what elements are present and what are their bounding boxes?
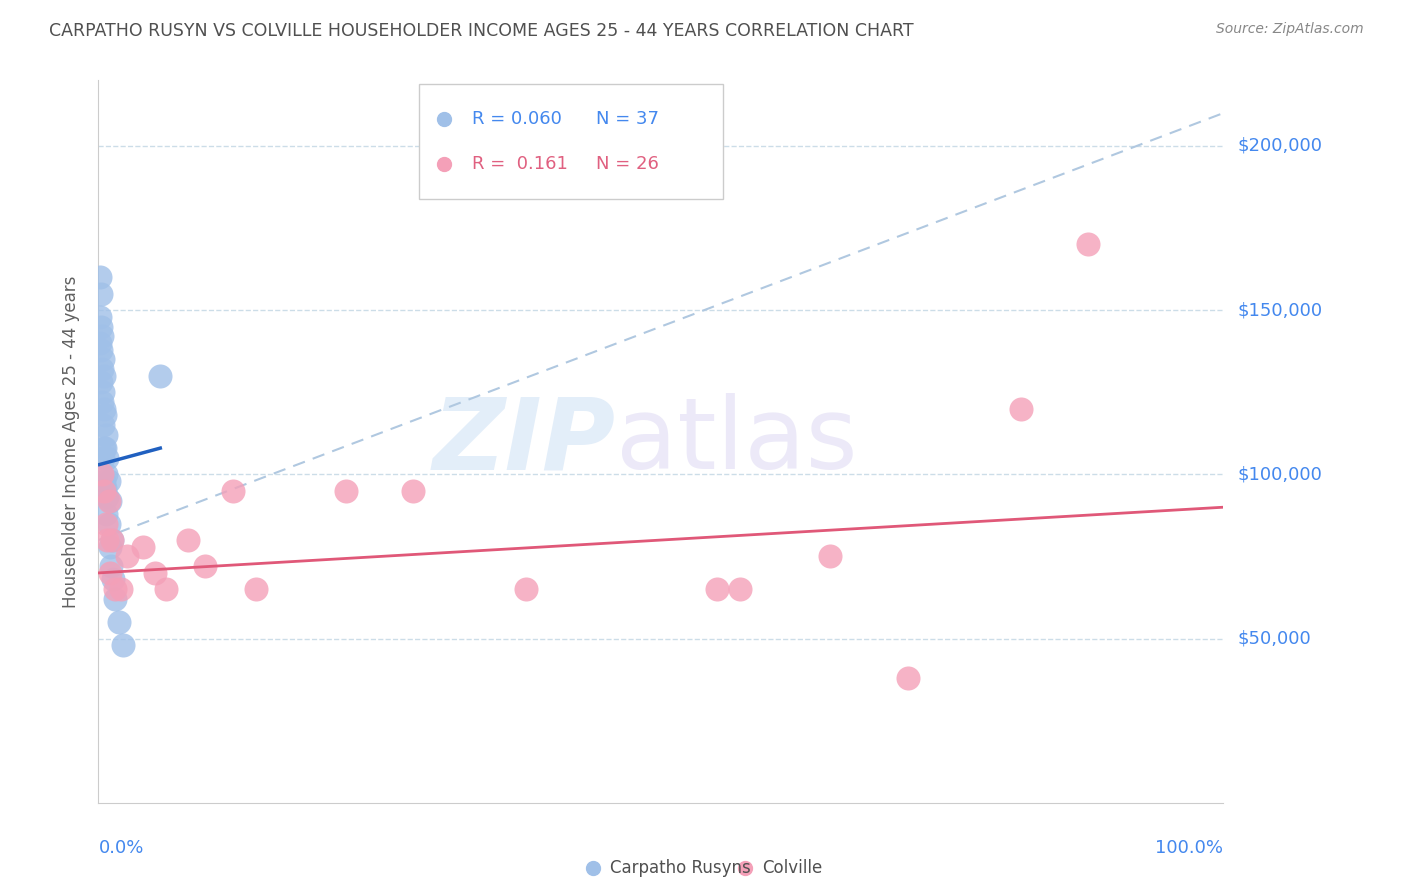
Point	[91, 385, 114, 400]
Text: Colville: Colville	[762, 859, 823, 877]
Point	[515, 582, 537, 597]
Text: $50,000: $50,000	[1237, 630, 1310, 648]
Text: 0.0%: 0.0%	[98, 838, 143, 857]
Text: N = 37: N = 37	[596, 111, 658, 128]
Point	[93, 441, 115, 455]
Text: ZIP: ZIP	[433, 393, 616, 490]
Text: R = 0.060: R = 0.060	[472, 111, 562, 128]
Point	[91, 352, 114, 367]
Y-axis label: Householder Income Ages 25 - 44 years: Householder Income Ages 25 - 44 years	[62, 276, 80, 607]
Point	[706, 582, 728, 597]
Point	[897, 671, 920, 685]
Point	[96, 516, 118, 531]
Point	[89, 310, 111, 324]
Text: 100.0%: 100.0%	[1156, 838, 1223, 857]
Text: $150,000: $150,000	[1237, 301, 1322, 319]
Point	[90, 286, 112, 301]
Point	[728, 582, 751, 597]
Point	[107, 615, 129, 630]
Point	[96, 507, 118, 521]
Point	[90, 343, 112, 357]
Text: Source: ZipAtlas.com: Source: ZipAtlas.com	[1216, 22, 1364, 37]
Point	[89, 336, 111, 351]
Text: Carpatho Rusyns: Carpatho Rusyns	[610, 859, 751, 877]
Point	[90, 329, 112, 343]
Point	[94, 409, 117, 423]
Point	[91, 418, 114, 433]
Point	[96, 428, 118, 442]
Point	[132, 540, 155, 554]
Point	[96, 450, 118, 465]
Point	[90, 362, 112, 376]
Point	[245, 582, 267, 597]
Point	[335, 483, 357, 498]
Point	[194, 559, 217, 574]
Point	[94, 441, 117, 455]
Point	[90, 395, 112, 409]
FancyBboxPatch shape	[419, 84, 723, 200]
Point	[90, 376, 112, 390]
Point	[101, 533, 124, 547]
Text: N = 26: N = 26	[596, 155, 658, 173]
Text: $200,000: $200,000	[1237, 137, 1322, 155]
Point	[402, 483, 425, 498]
Point	[96, 467, 118, 482]
Point	[101, 533, 124, 547]
Point	[93, 401, 115, 416]
Point	[143, 566, 166, 580]
Point	[155, 582, 177, 597]
Point	[101, 573, 124, 587]
Text: atlas: atlas	[616, 393, 858, 490]
Point	[97, 474, 120, 488]
Point	[112, 638, 135, 652]
Point	[110, 582, 132, 597]
Text: CARPATHO RUSYN VS COLVILLE HOUSEHOLDER INCOME AGES 25 - 44 YEARS CORRELATION CHA: CARPATHO RUSYN VS COLVILLE HOUSEHOLDER I…	[49, 22, 914, 40]
Point	[1010, 401, 1032, 416]
Point	[98, 540, 121, 554]
Point	[96, 491, 118, 505]
Point	[97, 516, 120, 531]
Text: $100,000: $100,000	[1237, 466, 1322, 483]
Point	[115, 549, 138, 564]
Point	[149, 368, 172, 383]
Point	[90, 319, 112, 334]
Point	[89, 270, 111, 285]
Text: R =  0.161: R = 0.161	[472, 155, 568, 173]
Point	[93, 483, 115, 498]
Point	[98, 566, 121, 580]
Point	[93, 474, 115, 488]
Point	[98, 493, 121, 508]
Point	[100, 559, 122, 574]
Point	[90, 467, 112, 482]
Point	[222, 483, 245, 498]
Point	[91, 450, 114, 465]
Point	[94, 481, 117, 495]
Point	[1077, 237, 1099, 252]
Point	[96, 533, 118, 547]
Point	[93, 368, 115, 383]
Point	[97, 493, 120, 508]
Point	[818, 549, 841, 564]
Point	[104, 582, 127, 597]
Point	[177, 533, 200, 547]
Point	[104, 592, 127, 607]
